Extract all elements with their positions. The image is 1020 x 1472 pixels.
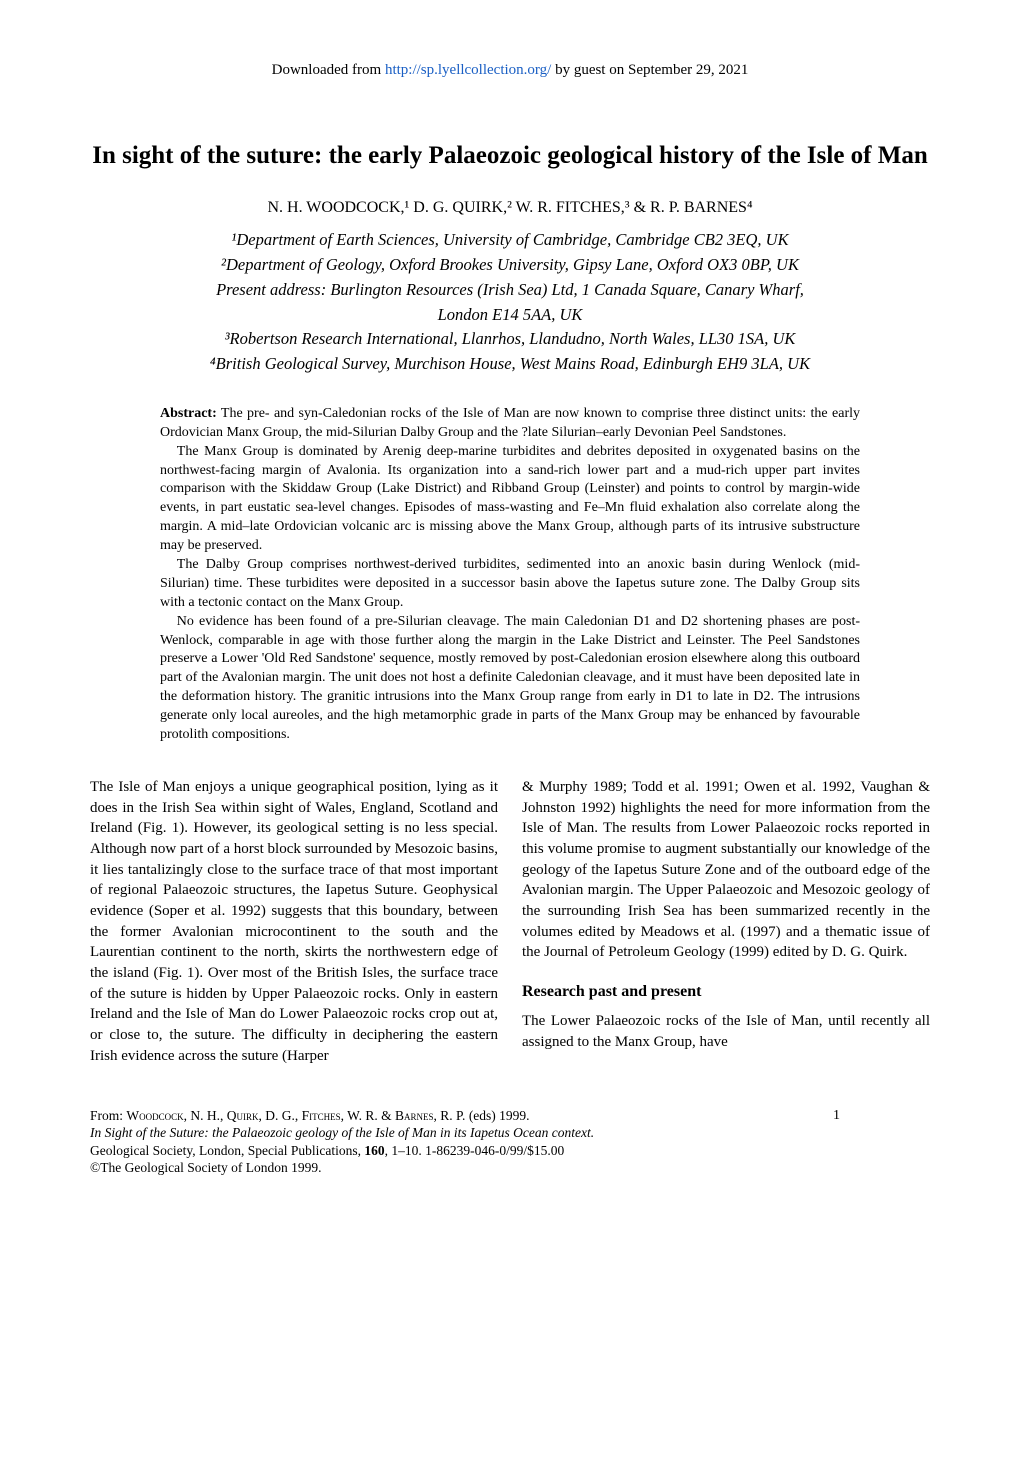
download-attribution: Downloaded from http://sp.lyellcollectio… bbox=[90, 60, 930, 80]
affiliation-1: ¹Department of Earth Sciences, Universit… bbox=[90, 228, 930, 253]
citation-from: From: bbox=[90, 1108, 126, 1123]
citation-line-1: From: Woodcock, N. H., Quirk, D. G., Fit… bbox=[90, 1107, 930, 1125]
citation-pages: , 1–10. 1-86239-046-0/99/$15.00 bbox=[385, 1143, 565, 1158]
affiliation-2: ²Department of Geology, Oxford Brookes U… bbox=[90, 253, 930, 278]
body-para-1: The Isle of Man enjoys a unique geograph… bbox=[90, 777, 498, 1067]
download-link[interactable]: http://sp.lyellcollection.org/ bbox=[385, 62, 551, 78]
citation-copyright: ©The Geological Society of London 1999. bbox=[90, 1159, 930, 1177]
article-title: In sight of the suture: the early Palaeo… bbox=[90, 140, 930, 173]
citation-eds-year: (eds) 1999. bbox=[465, 1108, 529, 1123]
citation-volume: 160 bbox=[364, 1143, 384, 1158]
citation-publisher: Geological Society, London, Special Publ… bbox=[90, 1143, 364, 1158]
authors-line: N. H. WOODCOCK,¹ D. G. QUIRK,² W. R. FIT… bbox=[90, 197, 930, 219]
abstract-block: Abstract: The pre- and syn-Caledonian ro… bbox=[160, 405, 860, 745]
affiliations-block: ¹Department of Earth Sciences, Universit… bbox=[90, 228, 930, 377]
body-para-2: & Murphy 1989; Todd et al. 1991; Owen et… bbox=[522, 777, 930, 963]
download-suffix: by guest on September 29, 2021 bbox=[551, 62, 748, 78]
affiliation-4: ⁴British Geological Survey, Murchison Ho… bbox=[90, 352, 930, 377]
abstract-para-1: Abstract: The pre- and syn-Caledonian ro… bbox=[160, 405, 860, 443]
abstract-para-2: The Manx Group is dominated by Arenig de… bbox=[160, 443, 860, 556]
body-columns: The Isle of Man enjoys a unique geograph… bbox=[90, 777, 930, 1067]
citation-block: 1 From: Woodcock, N. H., Quirk, D. G., F… bbox=[90, 1107, 930, 1177]
citation-authors: Woodcock, N. H., Quirk, D. G., Fitches, … bbox=[126, 1108, 465, 1123]
page-number: 1 bbox=[833, 1107, 840, 1126]
abstract-text-1: The pre- and syn-Caledonian rocks of the… bbox=[160, 406, 860, 440]
abstract-para-4: No evidence has been found of a pre-Silu… bbox=[160, 613, 860, 745]
download-prefix: Downloaded from bbox=[272, 62, 385, 78]
abstract-label: Abstract: bbox=[160, 406, 217, 421]
body-para-3: The Lower Palaeozoic rocks of the Isle o… bbox=[522, 1011, 930, 1052]
section-heading-research: Research past and present bbox=[522, 981, 930, 1003]
abstract-para-3: The Dalby Group comprises northwest-deri… bbox=[160, 556, 860, 613]
affiliation-2-address: Present address: Burlington Resources (I… bbox=[90, 278, 930, 303]
citation-title: In Sight of the Suture: the Palaeozoic g… bbox=[90, 1124, 930, 1142]
affiliation-3: ³Robertson Research International, Llanr… bbox=[90, 327, 930, 352]
citation-line-3: Geological Society, London, Special Publ… bbox=[90, 1142, 930, 1160]
affiliation-2-address-cont: London E14 5AA, UK bbox=[90, 303, 930, 328]
